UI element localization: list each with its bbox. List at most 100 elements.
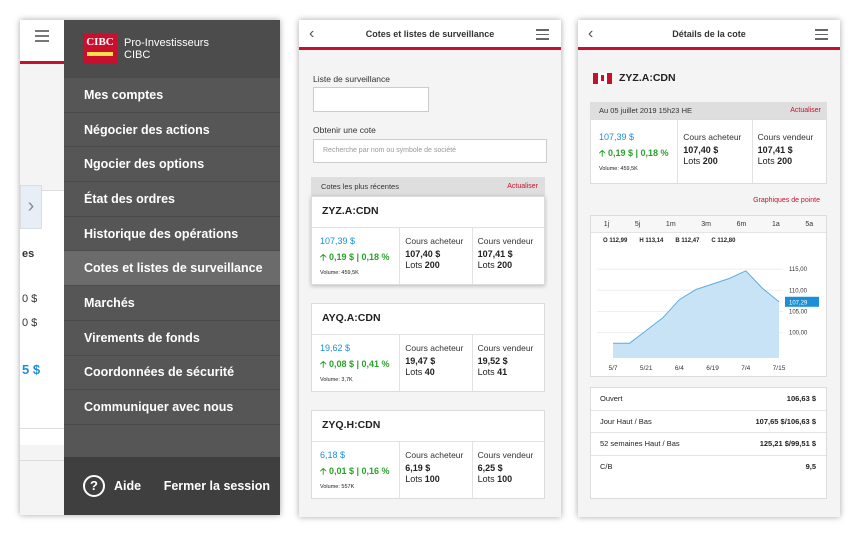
bid-value: 19,47 $ bbox=[405, 356, 436, 366]
menu-item-negocier-options[interactable]: Ngocier des options bbox=[64, 147, 280, 183]
quote-card[interactable]: ZYZ.A:CDN 107,39 $ 🡡 0,19 $ | 0,18 % Vol… bbox=[311, 196, 545, 285]
ohlc-high: H 113,14 bbox=[639, 238, 664, 244]
search-input[interactable]: Recherche par nom ou symbole de société bbox=[313, 139, 547, 163]
recent-quotes-bar: Cotes les plus récentes Actualiser bbox=[311, 177, 545, 196]
tab-3m[interactable]: 3m bbox=[701, 220, 711, 228]
hamburger-icon[interactable] bbox=[536, 29, 549, 43]
tab-6m[interactable]: 6m bbox=[736, 220, 747, 228]
ask-lots: Lots 41 bbox=[478, 367, 544, 377]
quote-change: 🡡 0,08 $ | 0,41 % bbox=[320, 357, 399, 373]
tab-5j[interactable]: 5j bbox=[634, 220, 641, 228]
menu-item-etat-ordres[interactable]: État des ordres bbox=[64, 182, 280, 217]
hamburger-icon[interactable] bbox=[815, 29, 828, 43]
price-chart: 1j 5j 1m 3m 6m 1a 5a O 112,99 H 113,14 B… bbox=[590, 215, 827, 377]
header: ‹ Cotes et listes de surveillance bbox=[299, 20, 561, 50]
lots-value: 200 bbox=[424, 260, 440, 270]
chart-plot: 115,00 110,00 105,00 100,00 107,29 5/7 5/21 6/4… bbox=[597, 267, 819, 372]
side-menu: CIBC Pro-Investisseurs CIBC Mes comptes … bbox=[64, 20, 280, 515]
stat-label: C/B bbox=[600, 462, 613, 472]
ask-value: 107,41 $ bbox=[477, 249, 513, 259]
menu-item-marches[interactable]: Marchés bbox=[64, 286, 280, 321]
quote-symbol: ZYQ.H:CDN bbox=[312, 411, 544, 442]
menu-header: CIBC Pro-Investisseurs CIBC bbox=[64, 20, 280, 78]
background-card bbox=[20, 190, 64, 445]
back-icon[interactable]: ‹ bbox=[588, 25, 594, 42]
tab-1m[interactable]: 1m bbox=[665, 220, 676, 228]
stat-value: 9,5 bbox=[805, 462, 816, 472]
lots-value: 200 bbox=[702, 156, 718, 166]
quote-symbol: AYQ.A:CDN bbox=[312, 304, 544, 335]
ohlc-close: C 112,80 bbox=[711, 238, 736, 244]
x-tick-label: 5/7 bbox=[608, 365, 617, 372]
x-tick-label: 6/4 bbox=[675, 365, 684, 372]
refresh-link[interactable]: Actualiser bbox=[507, 183, 538, 190]
current-value-label: 107,29 bbox=[789, 300, 808, 306]
stat-label: Ouvert bbox=[600, 394, 623, 404]
advanced-charts-link[interactable]: Graphiques de pointe bbox=[753, 197, 820, 204]
y-tick-label: 115,00 bbox=[789, 267, 808, 273]
menu-item-communiquer[interactable]: Communiquer avec nous bbox=[64, 390, 280, 425]
quote-price: 19,62 $ bbox=[320, 343, 351, 353]
chevron-right-icon[interactable]: › bbox=[20, 185, 42, 229]
x-tick-label: 6/19 bbox=[706, 365, 719, 372]
bid-lots: Lots 200 bbox=[683, 156, 751, 166]
quote-card[interactable]: ZYQ.H:CDN 6,18 $ 🡡 0,01 $ | 0,16 % Volum… bbox=[311, 410, 545, 499]
bid-value: 107,40 $ bbox=[683, 145, 719, 155]
lots-value: 41 bbox=[497, 367, 508, 377]
quote-card[interactable]: AYQ.A:CDN 19,62 $ 🡡 0,08 $ | 0,41 % Volu… bbox=[311, 303, 545, 392]
stat-row: Jour Haut / Bas 107,65 $/106,63 $ bbox=[591, 411, 826, 433]
y-tick-label: 110,00 bbox=[789, 288, 808, 294]
quote-change-value: 0,08 $ | 0,41 % bbox=[328, 359, 390, 369]
quote-volume: Volume: 3,7K bbox=[320, 377, 353, 383]
help-button[interactable]: Aide bbox=[114, 479, 142, 493]
ohlc-bid: B 112,47 bbox=[675, 238, 700, 244]
up-arrow-icon: 🡡 bbox=[599, 148, 608, 158]
stat-value: 107,65 $/106,63 $ bbox=[755, 416, 816, 426]
ask-value: 19,52 $ bbox=[477, 356, 508, 366]
menu-item-virements[interactable]: Virements de fonds bbox=[64, 321, 280, 356]
tab-1j[interactable]: 1j bbox=[603, 220, 610, 228]
lots-label: Lots bbox=[477, 260, 495, 270]
lots-label: Lots bbox=[405, 260, 423, 270]
menu-item-negocier-actions[interactable]: Négocier des actions bbox=[64, 113, 280, 148]
menu-footer: ? Aide Fermer la session bbox=[64, 457, 280, 515]
quote-symbol: ZYZ.A:CDN bbox=[312, 197, 544, 228]
back-icon[interactable]: ‹ bbox=[309, 25, 315, 42]
lots-value: 200 bbox=[777, 156, 793, 166]
page-title: Cotes et listes de surveillance bbox=[365, 28, 495, 39]
quote-label: Obtenir une cote bbox=[313, 125, 376, 135]
tab-1a[interactable]: 1a bbox=[771, 220, 780, 228]
menu-item-cotes-surveillance[interactable]: Cotes et listes de surveillance bbox=[64, 251, 280, 287]
series-area bbox=[613, 270, 779, 358]
hamburger-icon[interactable] bbox=[35, 30, 49, 45]
quote-volume: Volume: 459,5K bbox=[599, 166, 638, 172]
help-icon[interactable]: ? bbox=[83, 475, 105, 497]
stat-label: Jour Haut / Bas bbox=[600, 416, 652, 426]
up-arrow-icon: 🡡 bbox=[320, 466, 329, 476]
lots-value: 100 bbox=[424, 474, 440, 484]
stats-table: Ouvert 106,63 $ Jour Haut / Bas 107,65 $… bbox=[590, 387, 827, 499]
up-arrow-icon: 🡡 bbox=[320, 252, 329, 262]
menu-item-securite[interactable]: Coordonnées de sécurité bbox=[64, 356, 280, 391]
menu-item-mes-comptes[interactable]: Mes comptes bbox=[64, 78, 280, 113]
watchlist-select[interactable] bbox=[313, 87, 429, 112]
logout-button[interactable]: Fermer la session bbox=[163, 479, 270, 493]
brand-name: Pro-Investisseurs CIBC bbox=[124, 37, 209, 61]
refresh-link[interactable]: Actualiser bbox=[790, 107, 821, 114]
tab-5a[interactable]: 5a bbox=[805, 220, 814, 228]
menu-item-historique[interactable]: Historique des opérations bbox=[64, 217, 280, 252]
y-tick-label: 100,00 bbox=[789, 331, 808, 337]
lots-label: Lots bbox=[683, 156, 701, 166]
ohlc-row: O 112,99 H 113,14 B 112,47 C 112,80 bbox=[591, 233, 826, 244]
lots-label: Lots bbox=[477, 474, 495, 484]
background-header bbox=[20, 20, 64, 64]
ask-value: 107,41 $ bbox=[757, 145, 793, 155]
quote-date: Au 05 juillet 2019 15h23 HE bbox=[599, 106, 692, 115]
background-text: 0 $ bbox=[22, 317, 38, 329]
header: ‹ Détails de la cote bbox=[578, 20, 840, 50]
cibc-logo: CIBC bbox=[83, 34, 117, 64]
stat-row: Ouvert 106,63 $ bbox=[591, 388, 826, 411]
stat-row: C/B 9,5 bbox=[591, 456, 826, 479]
lots-label: Lots bbox=[477, 367, 495, 377]
stat-label: 52 semaines Haut / Bas bbox=[600, 439, 680, 449]
